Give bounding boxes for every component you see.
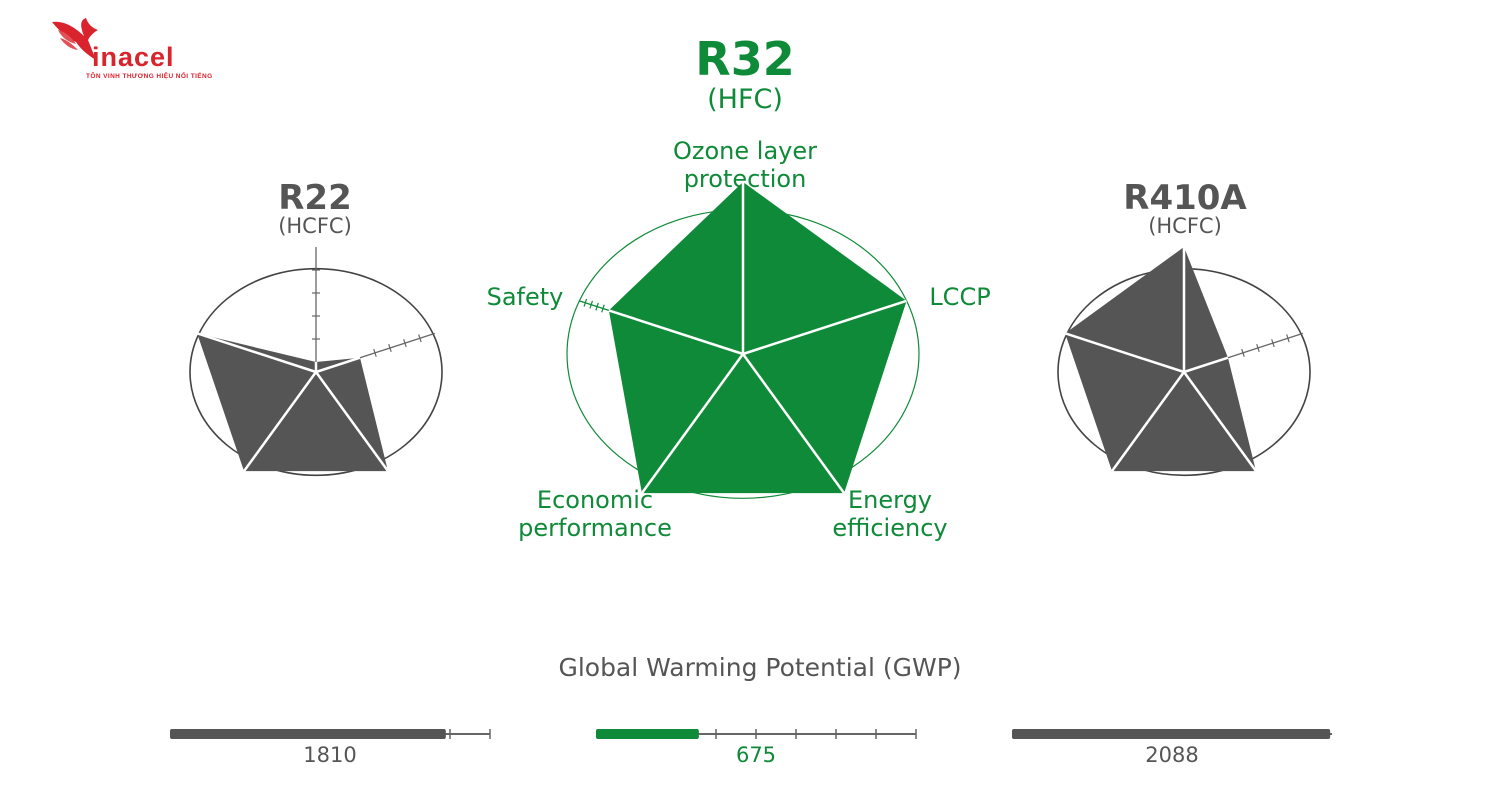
r22-axis-tick-2-3 (403, 339, 407, 348)
r410a-spoke-2 (1183, 356, 1229, 374)
gwp-bar-1 (170, 729, 446, 739)
r32-axis-tick-5-2 (595, 302, 599, 311)
axis-label-lccp: LCCP (929, 283, 991, 311)
r32-spoke-3 (741, 353, 846, 494)
r410a-axis-tick-2-3 (1271, 339, 1275, 348)
r410a-title: R410A (1123, 178, 1247, 218)
r410a-spoke-5 (1064, 332, 1185, 374)
r410a-spoke-3 (1182, 371, 1258, 472)
phoenix-bird-icon (52, 18, 98, 60)
r32-spoke-2 (742, 299, 907, 356)
r32-axis-tick-5-4 (583, 298, 588, 307)
gwp-value-r410a: 2088 (1145, 743, 1199, 767)
r32-axis-guide-5 (579, 300, 610, 312)
r22-axis-tick-2-1 (373, 348, 377, 357)
r410a-spoke-4 (1110, 371, 1186, 472)
logo-wordmark: inacel (92, 42, 175, 72)
axis-label-safety: Safety (486, 283, 564, 311)
r32-axis-tick-5-1 (601, 304, 605, 313)
axis-label-economic: Economic performance (490, 486, 700, 542)
axis-label-ozone-line1: Ozone layer (673, 137, 817, 165)
r32-axis-tick-5-3 (589, 300, 594, 309)
gwp-bar-2 (596, 729, 699, 739)
r22-spoke-3 (314, 371, 390, 472)
axis-label-energy: Energy efficiency (805, 486, 975, 542)
gwp-value-r22: 1810 (303, 743, 357, 767)
r22-axis-tick-2-4 (418, 334, 422, 343)
r410a-axis-guide-2 (1227, 332, 1304, 359)
axis-label-energy-line2: efficiency (832, 514, 948, 542)
r410a-data-polygon (1065, 247, 1257, 472)
r410a-axis-tick-2-1 (1241, 348, 1245, 357)
axis-label-economic-line1: Economic (536, 486, 654, 514)
r22-spoke-5 (196, 332, 317, 374)
r32-spoke-5 (608, 309, 744, 356)
r32-spoke-4 (640, 353, 745, 494)
axis-label-energy-line1: Energy (847, 486, 933, 514)
r22-spoke-2 (315, 356, 361, 374)
inacel-logo: inacel TÔN VINH THƯƠNG HIỆU NỔI TIẾNG (50, 16, 220, 80)
r32-title: R32 (695, 32, 795, 86)
r32-data-polygon (608, 182, 907, 494)
axis-label-economic-line2: performance (518, 514, 672, 542)
r410a-subtitle: (HCFC) (1148, 214, 1222, 238)
gwp-title: Global Warming Potential (GWP) (558, 653, 962, 682)
r22-axis-tick-2-2 (388, 343, 392, 352)
r22-axis-guide-2 (359, 332, 436, 359)
r22-title: R22 (278, 178, 352, 218)
r22-spoke-4 (242, 371, 318, 472)
r410a-axis-tick-2-2 (1256, 343, 1260, 352)
gwp-value-r32: 675 (735, 743, 777, 767)
r22-subtitle: (HCFC) (278, 214, 352, 238)
logo-tagline: TÔN VINH THƯƠNG HIỆU NỔI TIẾNG (86, 73, 213, 80)
r410a-axis-tick-2-4 (1286, 334, 1290, 343)
r32-subtitle: (HFC) (707, 84, 783, 115)
gwp-bar-3 (1012, 729, 1331, 739)
